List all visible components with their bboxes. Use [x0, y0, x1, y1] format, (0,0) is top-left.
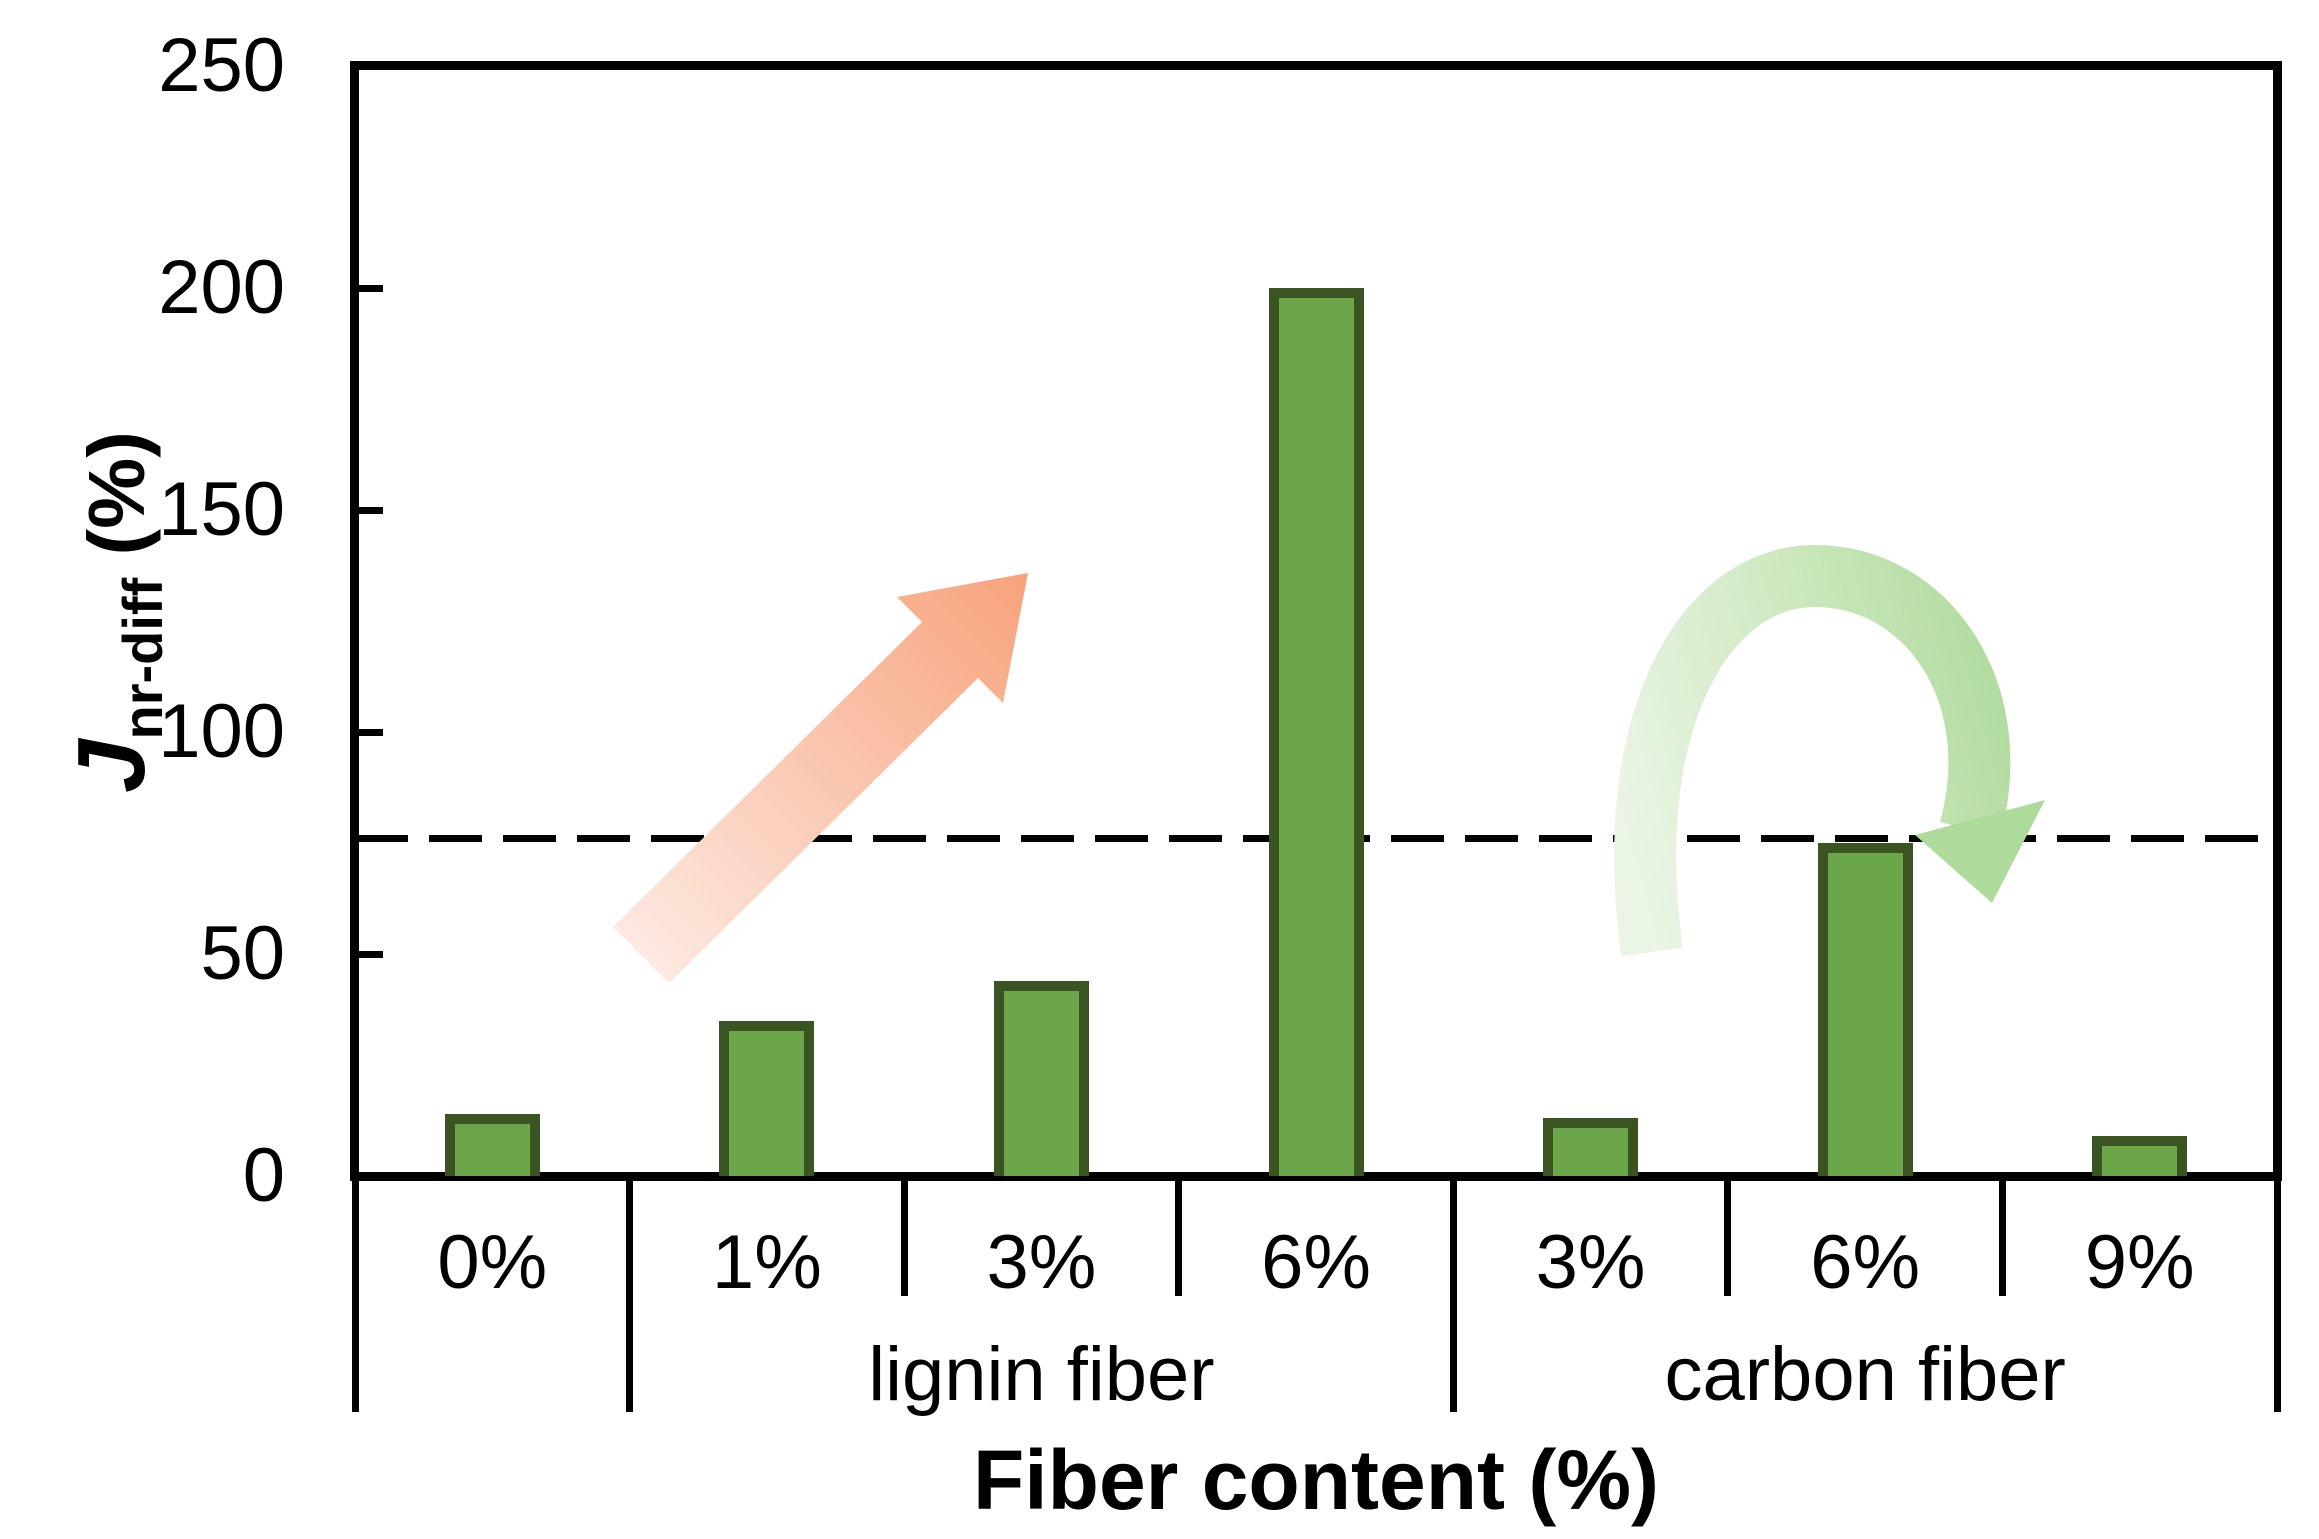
bar-9pct-carbon [2092, 1136, 2188, 1176]
y-axis-tick [359, 728, 383, 736]
x-axis-title: Fiber content (%) [973, 1433, 1659, 1527]
x-axis-category-label: 6% [1810, 1220, 1921, 1305]
y-axis-tick-label: 0 [242, 1133, 285, 1218]
x-axis-group-divider [2273, 1174, 2281, 1412]
x-axis-tick [1724, 1174, 1732, 1296]
x-axis-category-label: 1% [711, 1220, 822, 1305]
x-axis-group-divider [626, 1174, 634, 1412]
y-axis-tick-label: 50 [200, 911, 285, 996]
bar-0pct-control [444, 1113, 540, 1176]
bar-3pct-carbon [1543, 1118, 1639, 1176]
x-axis-group-divider [1449, 1174, 1457, 1412]
bar-6pct-lignin [1268, 288, 1364, 1176]
y-axis-title-subscript: nr-diff [111, 577, 174, 740]
increasing-trend-arrow-icon [613, 573, 1028, 983]
y-axis-tick-label: 250 [158, 23, 285, 108]
x-axis-tick [1998, 1174, 2006, 1296]
decrease-arch-arrow-icon [1614, 544, 2045, 957]
y-axis-title-symbol: J [58, 739, 165, 793]
y-axis-title-unit: (%) [72, 431, 161, 578]
x-axis-tick [900, 1174, 908, 1296]
x-axis-group-label: lignin fiber [868, 1332, 1215, 1417]
y-axis-tick [359, 506, 383, 514]
y-axis-tick-label: 200 [158, 245, 285, 330]
bar-1pct-lignin [719, 1020, 815, 1176]
x-axis-group-divider [351, 1174, 359, 1412]
x-axis-category-label: 9% [2084, 1220, 2195, 1305]
x-axis-category-label: 3% [1535, 1220, 1646, 1305]
plot-frame [350, 61, 2282, 1181]
x-axis-category-label: 0% [437, 1220, 548, 1305]
y-axis-title: Jnr-diff (%) [57, 431, 174, 793]
y-axis-tick [359, 950, 383, 958]
x-axis-tick [1175, 1174, 1183, 1296]
x-axis-category-label: 6% [1261, 1220, 1371, 1305]
y-axis-tick-label: 150 [158, 467, 285, 552]
bar-3pct-lignin [993, 980, 1089, 1176]
x-axis-group-label: carbon fiber [1664, 1332, 2066, 1417]
x-axis-category-label: 3% [986, 1220, 1097, 1305]
y-axis-tick-label: 100 [158, 689, 285, 774]
y-axis-tick [359, 284, 383, 292]
bar-6pct-carbon [1817, 843, 1913, 1176]
